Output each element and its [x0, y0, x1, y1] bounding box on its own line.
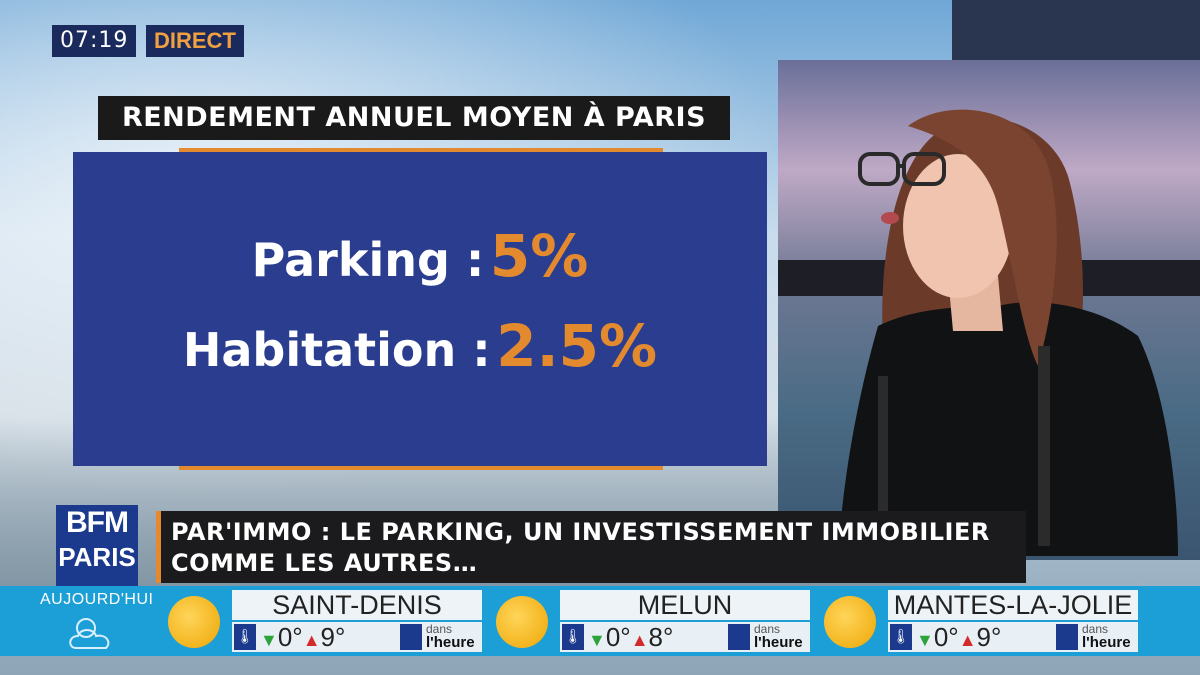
habitation-value: 2.5%: [496, 312, 658, 380]
city-name: MANTES-LA-JOLIE: [888, 590, 1138, 620]
sun-icon: [168, 596, 220, 648]
city-name: SAINT-DENIS: [232, 590, 482, 620]
habitation-row: Habitation : 2.5%: [73, 312, 767, 380]
thermometer-icon: 🌡: [562, 624, 584, 650]
location-pin-icon: [728, 624, 750, 650]
min-arrow-icon: ▼: [260, 630, 278, 650]
headline-line1: PAR'IMMO : LE PARKING, UN INVESTISSEMENT…: [171, 518, 990, 546]
max-temp: 9°: [976, 622, 1002, 652]
headline-line2: COMME LES AUTRES…: [171, 549, 478, 577]
weather-card-saint-denis: SAINT-DENIS 🌡 ▼0°▲9° dans l'heure: [160, 590, 484, 652]
sun-icon: [496, 596, 548, 648]
top-right-panel: [952, 0, 1200, 60]
dans-label: dans: [1082, 622, 1109, 636]
thermometer-icon: 🌡: [234, 624, 256, 650]
parking-value: 5%: [489, 222, 589, 290]
habitation-label: Habitation :: [182, 323, 491, 377]
temperature-row: 🌡 ▼0°▲8° dans l'heure: [560, 622, 810, 652]
min-temp: 0°: [277, 622, 303, 652]
dans-label: dans: [754, 622, 781, 636]
live-badge: DIRECT: [146, 25, 244, 57]
temperature-row: 🌡 ▼0°▲9° dans l'heure: [888, 622, 1138, 652]
card-top-rule: [179, 148, 663, 152]
card-bottom-rule: [179, 466, 663, 470]
weather-card-mantes-la-jolie: MANTES-LA-JOLIE 🌡 ▼0°▲9° dans l'heure: [816, 590, 1140, 652]
broadcast-clock: 07:19: [52, 25, 137, 57]
max-arrow-icon: ▲: [958, 630, 977, 650]
partly-sunny-icon: [69, 618, 110, 649]
max-arrow-icon: ▲: [630, 630, 649, 650]
max-temp: 9°: [320, 622, 346, 652]
logo-bfm: BFM: [66, 506, 129, 539]
heure-label: l'heure: [754, 634, 803, 651]
min-temp: 0°: [933, 622, 959, 652]
min-arrow-icon: ▼: [916, 630, 934, 650]
temperature-row: 🌡 ▼0°▲9° dans l'heure: [232, 622, 482, 652]
news-headline: PAR'IMMO : LE PARKING, UN INVESTISSEMENT…: [156, 511, 1026, 583]
infographic-title: RENDEMENT ANNUEL MOYEN À PARIS: [98, 96, 730, 140]
max-temp: 8°: [648, 622, 674, 652]
dans-label: dans: [426, 622, 453, 636]
today-label: AUJOURD'HUI: [40, 591, 154, 608]
thermometer-icon: 🌡: [890, 624, 912, 650]
sun-icon: [824, 596, 876, 648]
location-pin-icon: [400, 624, 422, 650]
city-name: MELUN: [560, 590, 810, 620]
channel-logo: BFM PARIS: [56, 505, 138, 587]
logo-paris: PARIS: [58, 542, 136, 572]
min-arrow-icon: ▼: [588, 630, 606, 650]
min-temp: 0°: [605, 622, 631, 652]
max-arrow-icon: ▲: [302, 630, 321, 650]
presenter-figure: [838, 109, 1178, 556]
heure-label: l'heure: [1082, 634, 1131, 651]
parking-label: Parking :: [251, 233, 485, 287]
heure-label: l'heure: [426, 634, 475, 651]
parking-row: Parking : 5%: [73, 222, 767, 290]
location-pin-icon: [1056, 624, 1078, 650]
infographic-card: Parking : 5% Habitation : 2.5%: [73, 148, 767, 470]
weather-card-melun: MELUN 🌡 ▼0°▲8° dans l'heure: [488, 590, 812, 652]
